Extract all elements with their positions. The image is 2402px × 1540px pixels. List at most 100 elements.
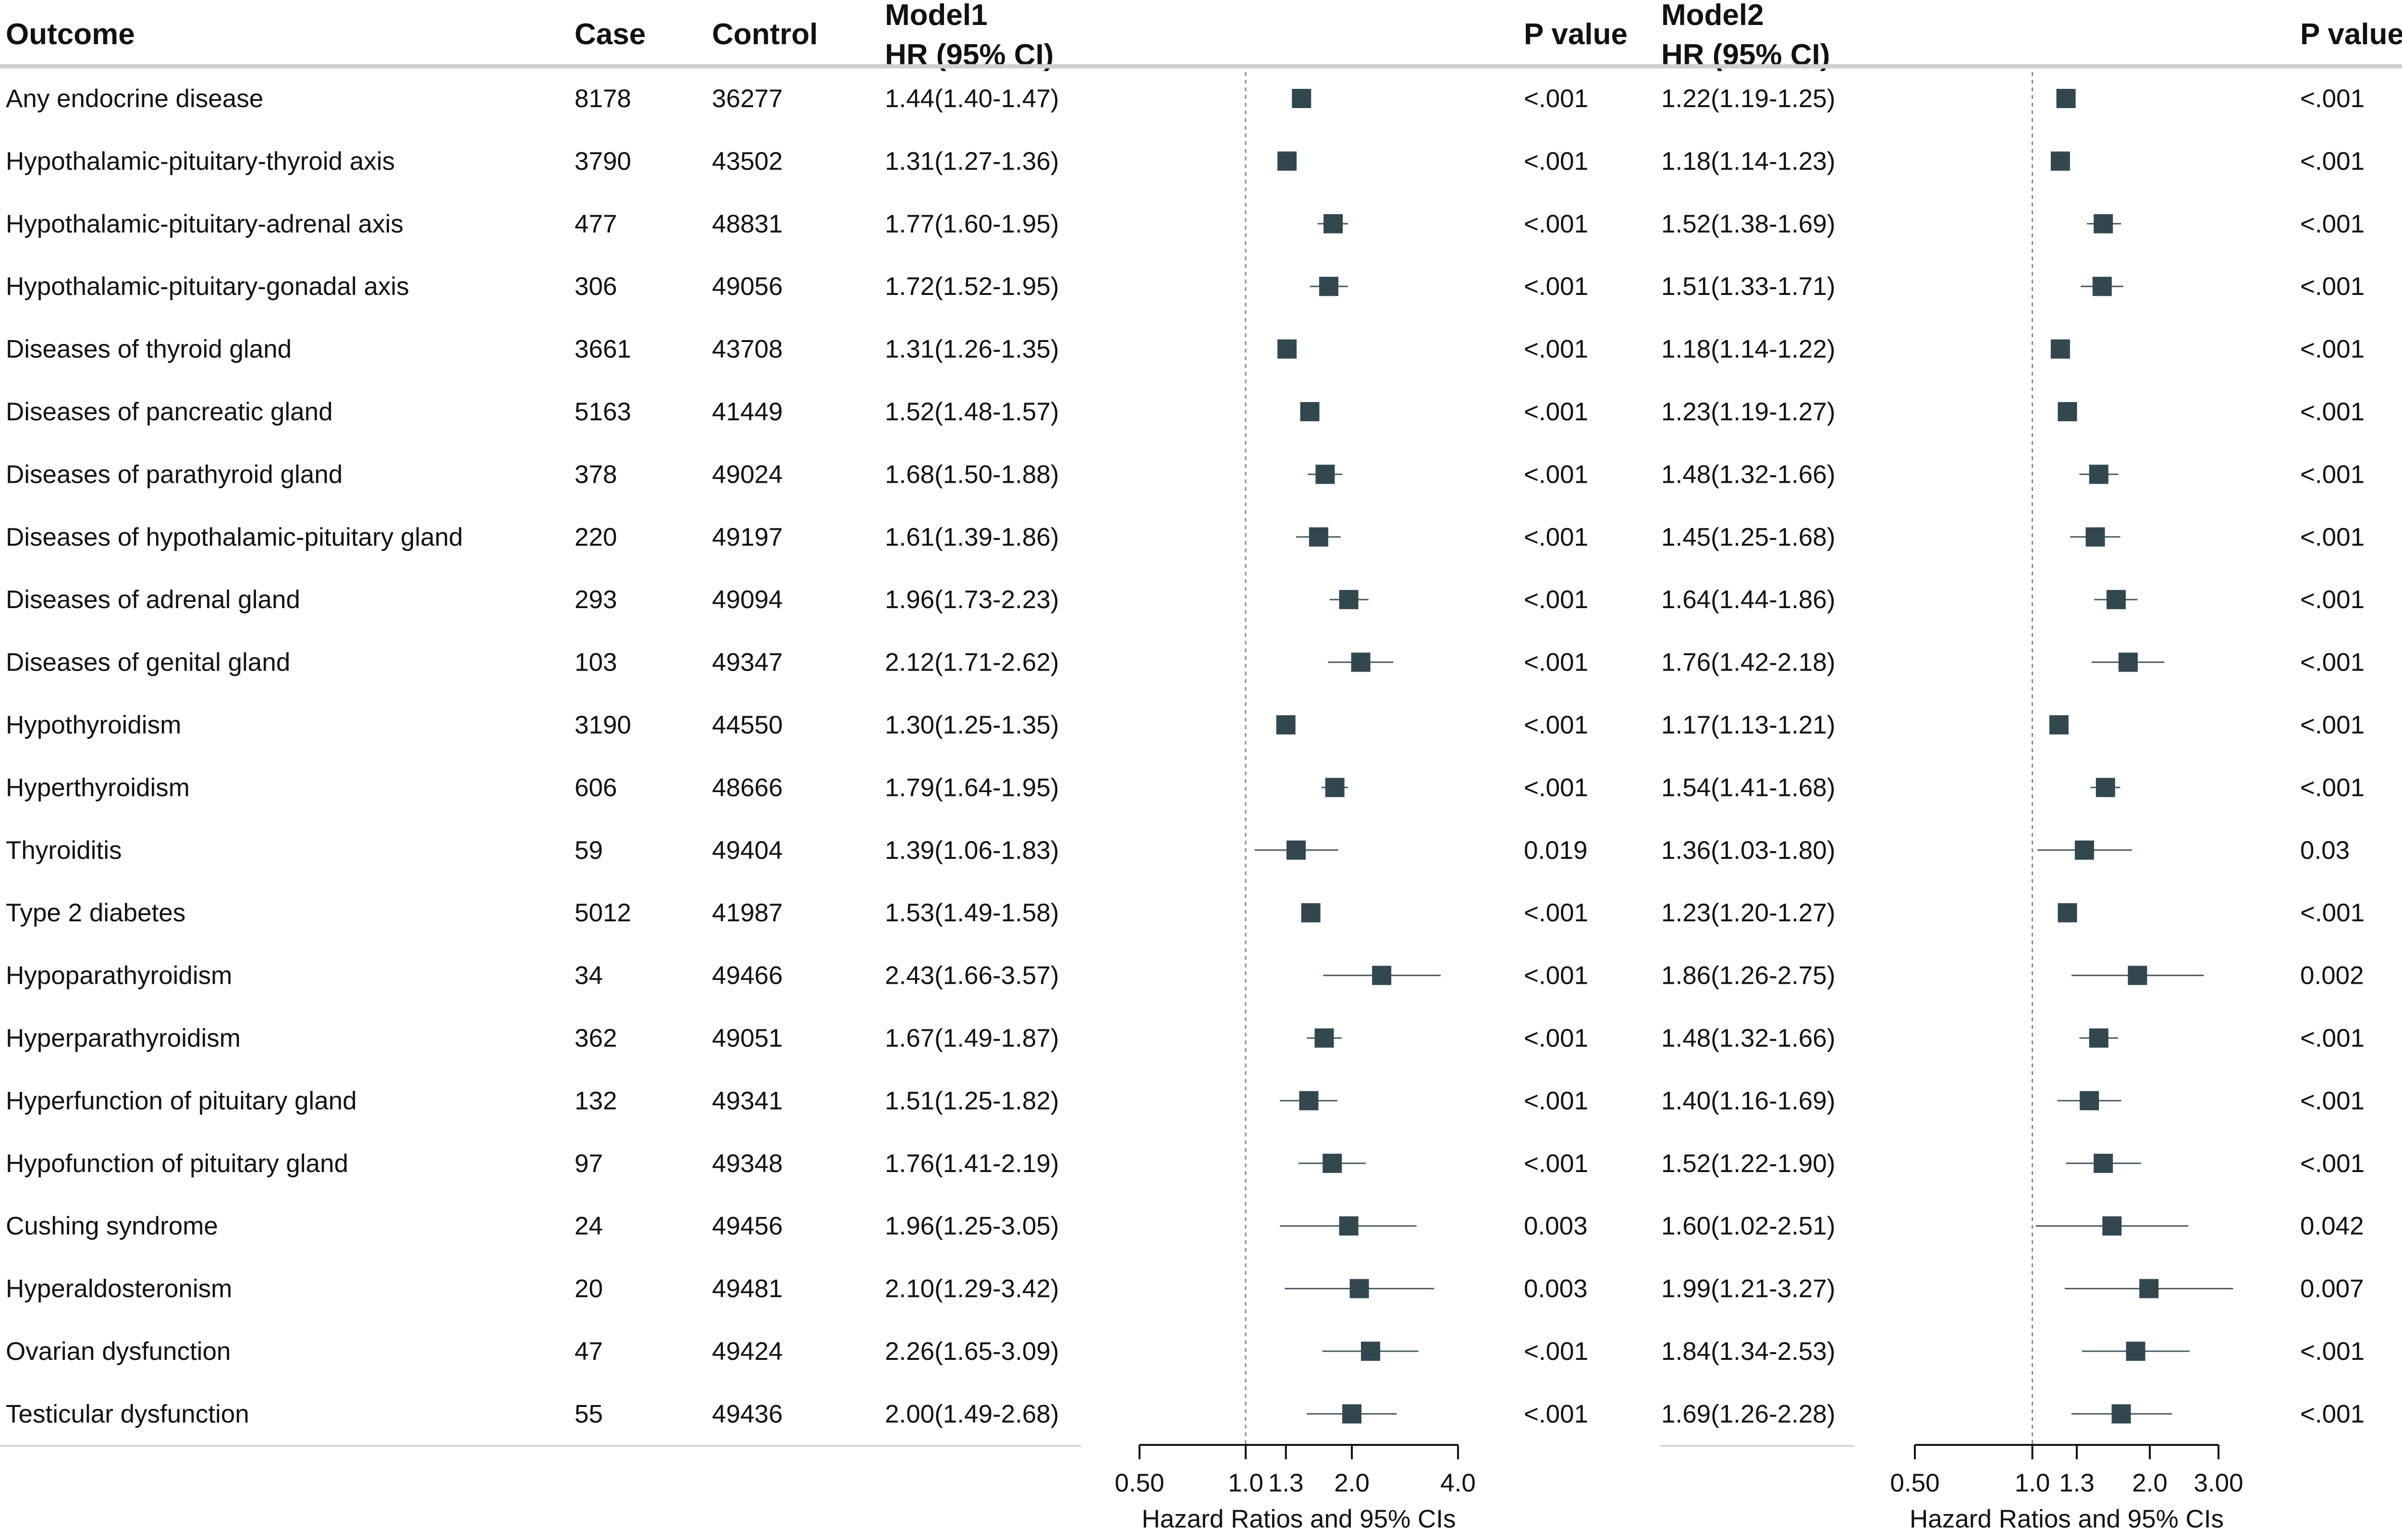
- model2-p-value: <.001: [2300, 586, 2365, 614]
- model1-hr: 1.51(1.25-1.82): [885, 1087, 1059, 1115]
- model1-hr-marker: [1339, 590, 1359, 610]
- outcome-label: Thyroiditis: [6, 836, 122, 865]
- model1-hr: 1.96(1.25-3.05): [885, 1212, 1059, 1240]
- model1-hr: 1.77(1.60-1.95): [885, 210, 1059, 238]
- model2-hr-marker: [2139, 1279, 2159, 1298]
- table-row: Diseases of hypothalamic-pituitary gland…: [6, 523, 2365, 551]
- table-header: Outcome Case Control Model1 HR (95% CI) …: [6, 0, 2402, 72]
- table-rows: Any endocrine disease 8178 36277 1.44(1.40-…: [6, 85, 2365, 1428]
- case-count: 477: [575, 210, 617, 238]
- control-count: 41987: [712, 899, 783, 927]
- model1-p-value: <.001: [1524, 1337, 1588, 1366]
- model1-hr-marker: [1319, 277, 1338, 296]
- model1-hr: 1.72(1.52-1.95): [885, 272, 1059, 301]
- model2-hr-marker: [2102, 1216, 2122, 1236]
- table-row: Diseases of adrenal gland 293 49094 1.96(1.…: [6, 586, 2365, 614]
- control-count: 43708: [712, 335, 783, 364]
- model1-axis-label: Hazard Ratios and 95% CIs: [1142, 1505, 1456, 1533]
- model1-hr-marker: [1300, 402, 1320, 421]
- model2-hr: 1.52(1.22-1.90): [1661, 1149, 1835, 1178]
- control-count: 49348: [712, 1149, 783, 1178]
- case-count: 293: [575, 586, 617, 614]
- model1-p-value: <.001: [1524, 648, 1588, 677]
- model1-tick-label: 2.0: [1334, 1469, 1370, 1497]
- case-count: 8178: [575, 85, 631, 113]
- model1-p-value: <.001: [1524, 711, 1588, 739]
- control-count: 49424: [712, 1337, 783, 1366]
- model1-hr: 1.39(1.06-1.83): [885, 836, 1059, 865]
- case-count: 132: [575, 1087, 617, 1115]
- model1-p-value: <.001: [1524, 1149, 1588, 1178]
- model2-p-value: <.001: [2300, 711, 2365, 739]
- outcome-label: Diseases of adrenal gland: [6, 586, 300, 614]
- model2-hr: 1.18(1.14-1.23): [1661, 147, 1835, 175]
- table-row: Diseases of pancreatic gland 5163 41449 1.5…: [6, 398, 2365, 426]
- model2-p-value: <.001: [2300, 1337, 2365, 1366]
- outcome-label: Cushing syndrome: [6, 1212, 218, 1240]
- control-count: 36277: [712, 85, 783, 113]
- model2-hr: 1.52(1.38-1.69): [1661, 210, 1835, 238]
- model2-p-value: <.001: [2300, 147, 2365, 175]
- model2-p-value: <.001: [2300, 398, 2365, 426]
- model1-hr: 1.31(1.27-1.36): [885, 147, 1059, 175]
- control-count: 48666: [712, 773, 783, 802]
- outcome-label: Hypofunction of pituitary gland: [6, 1149, 348, 1178]
- model2-hr-marker: [2092, 277, 2112, 296]
- outcome-label: Hyperfunction of pituitary gland: [6, 1087, 357, 1115]
- model2-hr-marker: [2080, 1091, 2099, 1111]
- model2-hr-marker: [2096, 778, 2115, 797]
- case-count: 3190: [575, 711, 631, 739]
- model2-p-value: <.001: [2300, 773, 2365, 802]
- model1-tick-label: 0.50: [1115, 1469, 1164, 1497]
- control-count: 49341: [712, 1087, 783, 1115]
- table-row: Diseases of parathyroid gland 378 49024 1.6…: [6, 460, 2365, 489]
- model2-hr: 1.84(1.34-2.53): [1661, 1337, 1835, 1366]
- case-count: 3661: [575, 335, 631, 364]
- table-row: Diseases of thyroid gland 3661 43708 1.31(1…: [6, 335, 2365, 364]
- model1-p-value: 0.019: [1524, 836, 1588, 865]
- model1-p-value: <.001: [1524, 1400, 1588, 1428]
- table-row: Hyperfunction of pituitary gland 132 49341…: [6, 1087, 2365, 1115]
- table-row: Hyperaldosteronism 20 49481 2.10(1.29-3.42)…: [6, 1275, 2364, 1303]
- outcome-label: Hypothyroidism: [6, 711, 181, 739]
- model1-hr-marker: [1315, 464, 1335, 484]
- model1-hr: 1.67(1.49-1.87): [885, 1024, 1059, 1052]
- model2-hr: 1.40(1.16-1.69): [1661, 1087, 1835, 1115]
- model1-hr-marker: [1292, 89, 1311, 108]
- model1-hr-marker: [1314, 1028, 1334, 1048]
- outcome-label: Hyperaldosteronism: [6, 1275, 232, 1303]
- model2-hr-marker: [2126, 1342, 2145, 1361]
- model2-hr: 1.51(1.33-1.71): [1661, 272, 1835, 301]
- model1-hr-marker: [1309, 527, 1328, 547]
- model1-hr: 2.10(1.29-3.42): [885, 1275, 1059, 1303]
- table-row: Ovarian dysfunction 47 49424 2.26(1.65-3.09…: [6, 1337, 2365, 1366]
- model1-hr-marker: [1351, 652, 1371, 672]
- model1-p-value: <.001: [1524, 335, 1588, 364]
- model2-hr: 1.36(1.03-1.80): [1661, 836, 1835, 865]
- model2-p-value: <.001: [2300, 1087, 2365, 1115]
- table-row: Hypothalamic-pituitary-adrenal axis 477 48…: [6, 210, 2365, 238]
- outcome-label: Diseases of hypothalamic-pituitary gland: [6, 523, 463, 551]
- model1-hr-marker: [1323, 1153, 1342, 1173]
- model2-tick-label: 1.0: [2015, 1469, 2050, 1497]
- case-count: 5012: [575, 899, 631, 927]
- model2-p-value: <.001: [2300, 523, 2365, 551]
- table-row: Hyperthyroidism 606 48666 1.79(1.64-1.95) <.…: [6, 773, 2365, 802]
- case-count: 220: [575, 523, 617, 551]
- model1-p-value: <.001: [1524, 962, 1588, 990]
- model1-hr-marker: [1372, 966, 1392, 985]
- control-count: 49466: [712, 962, 783, 990]
- case-count: 378: [575, 460, 617, 489]
- outcome-label: Type 2 diabetes: [6, 899, 185, 927]
- control-count: 49024: [712, 460, 783, 489]
- model2-tick-label: 0.50: [1890, 1469, 1939, 1497]
- table-row: Thyroiditis 59 49404 1.39(1.06-1.83) 0.019 1.…: [6, 836, 2350, 865]
- outcome-label: Diseases of parathyroid gland: [6, 460, 343, 489]
- model2-p-value: <.001: [2300, 335, 2365, 364]
- case-count: 34: [575, 962, 603, 990]
- table-row: Hypoparathyroidism 34 49466 2.43(1.66-3.57)…: [6, 962, 2364, 990]
- model2-hr: 1.54(1.41-1.68): [1661, 773, 1835, 802]
- model2-hr-marker: [2074, 840, 2094, 860]
- header-p-value-2: P value: [2300, 18, 2402, 51]
- table-row: Cushing syndrome 24 49456 1.96(1.25-3.05) 0.…: [6, 1212, 2364, 1240]
